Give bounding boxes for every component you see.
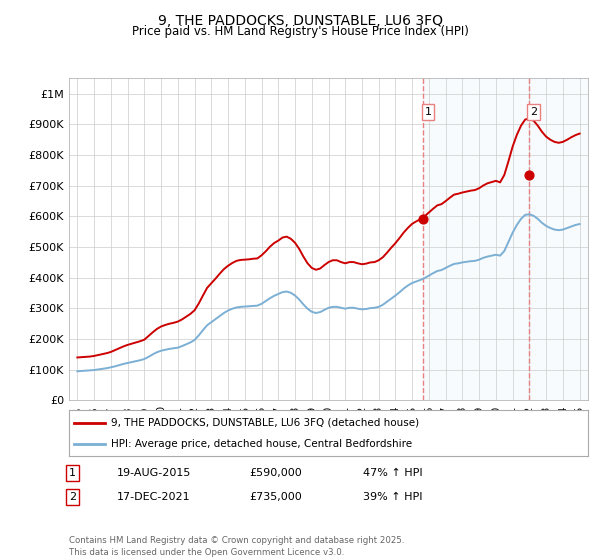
Bar [423,78,529,400]
Text: HPI: Average price, detached house, Central Bedfordshire: HPI: Average price, detached house, Cent… [110,439,412,449]
Text: 17-DEC-2021: 17-DEC-2021 [117,492,191,502]
Text: 47% ↑ HPI: 47% ↑ HPI [363,468,422,478]
Text: 9, THE PADDOCKS, DUNSTABLE, LU6 3FQ: 9, THE PADDOCKS, DUNSTABLE, LU6 3FQ [157,14,443,28]
Text: 2: 2 [530,107,538,117]
Text: 39% ↑ HPI: 39% ↑ HPI [363,492,422,502]
Bar [529,78,588,400]
Text: 9, THE PADDOCKS, DUNSTABLE, LU6 3FQ (detached house): 9, THE PADDOCKS, DUNSTABLE, LU6 3FQ (det… [110,418,419,428]
Text: 1: 1 [69,468,76,478]
Point [418,215,428,224]
Text: £590,000: £590,000 [249,468,302,478]
Text: Price paid vs. HM Land Registry's House Price Index (HPI): Price paid vs. HM Land Registry's House … [131,25,469,38]
Text: £735,000: £735,000 [249,492,302,502]
Text: 1: 1 [424,107,431,117]
Text: 2: 2 [69,492,76,502]
Text: Contains HM Land Registry data © Crown copyright and database right 2025.
This d: Contains HM Land Registry data © Crown c… [69,536,404,557]
Point [524,171,533,180]
Text: 19-AUG-2015: 19-AUG-2015 [117,468,191,478]
